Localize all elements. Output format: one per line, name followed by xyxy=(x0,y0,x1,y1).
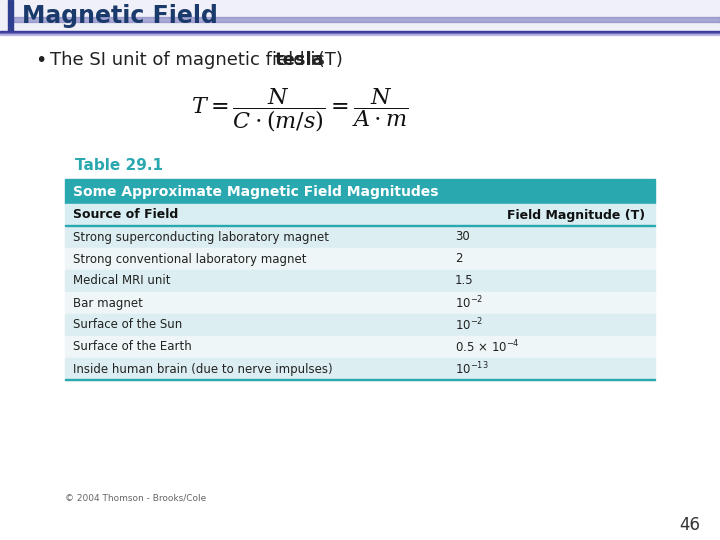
Text: Field Magnitude (T): Field Magnitude (T) xyxy=(507,208,645,221)
Text: Some Approximate Magnetic Field Magnitudes: Some Approximate Magnetic Field Magnitud… xyxy=(73,185,438,199)
Bar xyxy=(65,336,655,358)
Bar xyxy=(8,0,13,32)
Text: Surface of the Sun: Surface of the Sun xyxy=(73,319,182,332)
Bar xyxy=(65,179,655,180)
Text: 10$^{-2}$: 10$^{-2}$ xyxy=(455,316,483,333)
Text: Magnetic Field: Magnetic Field xyxy=(22,4,218,28)
Text: Inside human brain (due to nerve impulses): Inside human brain (due to nerve impulse… xyxy=(73,362,333,375)
Bar xyxy=(0,0,720,30)
Bar xyxy=(65,180,655,204)
Text: Strong conventional laboratory magnet: Strong conventional laboratory magnet xyxy=(73,253,307,266)
Text: 10$^{-2}$: 10$^{-2}$ xyxy=(455,295,483,311)
Bar xyxy=(65,358,655,380)
Text: 0.5 × 10$^{-4}$: 0.5 × 10$^{-4}$ xyxy=(455,339,520,355)
Bar xyxy=(65,225,655,226)
Text: Medical MRI unit: Medical MRI unit xyxy=(73,274,171,287)
Text: 10$^{-13}$: 10$^{-13}$ xyxy=(455,361,489,377)
Text: (T): (T) xyxy=(312,51,343,69)
Bar xyxy=(65,379,655,380)
Text: 1.5: 1.5 xyxy=(455,274,474,287)
Text: 46: 46 xyxy=(679,516,700,534)
Text: Surface of the Earth: Surface of the Earth xyxy=(73,341,192,354)
Text: tesla: tesla xyxy=(274,51,324,69)
Bar xyxy=(0,31,720,33)
Text: 2: 2 xyxy=(455,253,462,266)
Bar xyxy=(13,17,720,22)
Text: Bar magnet: Bar magnet xyxy=(73,296,143,309)
Text: $T = \dfrac{N}{C\cdot(m/s)} = \dfrac{N}{A\cdot m}$: $T = \dfrac{N}{C\cdot(m/s)} = \dfrac{N}{… xyxy=(192,86,409,134)
Bar xyxy=(65,314,655,336)
Text: 30: 30 xyxy=(455,231,469,244)
Text: Table 29.1: Table 29.1 xyxy=(75,158,163,172)
Bar xyxy=(65,204,655,226)
Text: Strong superconducting laboratory magnet: Strong superconducting laboratory magnet xyxy=(73,231,329,244)
Text: © 2004 Thomson - Brooks/Cole: © 2004 Thomson - Brooks/Cole xyxy=(65,494,206,503)
Bar xyxy=(65,248,655,270)
Text: •: • xyxy=(35,51,46,70)
Bar xyxy=(0,33,720,35)
Bar xyxy=(65,292,655,314)
Text: Source of Field: Source of Field xyxy=(73,208,179,221)
Text: The SI unit of magnetic field is: The SI unit of magnetic field is xyxy=(50,51,330,69)
Bar xyxy=(65,270,655,292)
Bar xyxy=(65,226,655,248)
